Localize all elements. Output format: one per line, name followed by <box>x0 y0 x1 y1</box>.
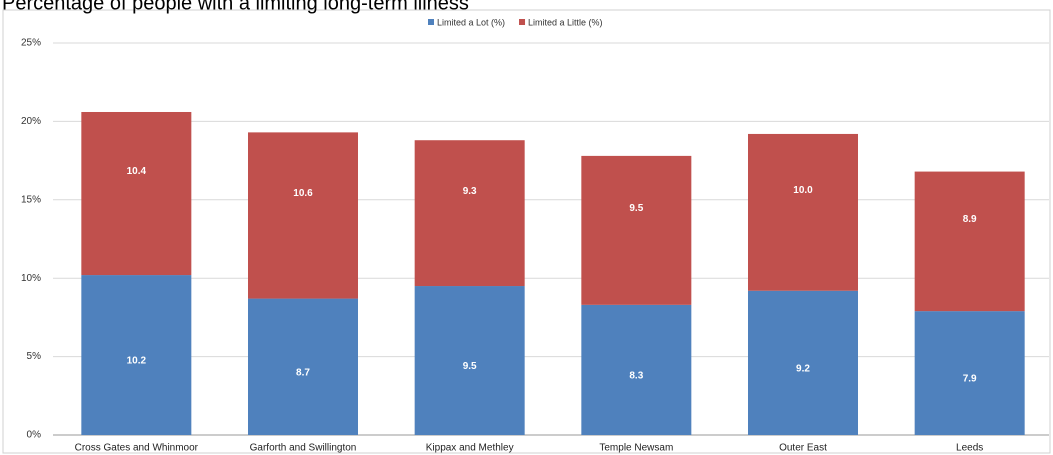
data-label: 8.9 <box>963 214 977 225</box>
bar-segment <box>748 290 858 435</box>
legend-label: Limited a Little (%) <box>528 17 603 27</box>
data-label: 9.5 <box>629 203 643 214</box>
bar-segment <box>414 140 525 287</box>
chart-title: Percentage of people with a limiting lon… <box>2 0 469 14</box>
bar-segment <box>914 311 1025 435</box>
data-label: 7.9 <box>963 374 977 385</box>
x-tick-label: Leeds <box>956 443 983 454</box>
legend-swatch <box>428 19 434 25</box>
legend-swatch <box>519 19 526 25</box>
bar-segment <box>81 111 192 276</box>
x-tick-label: Cross Gates and Whinmoor <box>75 443 199 454</box>
data-label: 9.5 <box>463 361 477 372</box>
data-label: 8.7 <box>296 367 310 378</box>
y-tick-label: 5% <box>27 351 42 362</box>
bar-segment <box>414 286 525 435</box>
y-tick-label: 25% <box>21 38 41 49</box>
bar-segment <box>748 133 858 291</box>
chart-frame <box>2 9 1051 454</box>
y-tick-label: 0% <box>27 430 42 441</box>
bar-segment <box>248 298 358 435</box>
bar-segment <box>914 171 1025 312</box>
data-label: 10.6 <box>293 188 313 199</box>
x-tick-label: Temple Newsam <box>599 443 673 454</box>
legend-label: Limited a Lot (%) <box>437 17 505 27</box>
x-tick-label: Garforth and Swillington <box>250 443 357 454</box>
data-label: 9.2 <box>796 364 810 375</box>
data-label: 10.0 <box>793 185 813 196</box>
bar-segment <box>248 132 358 299</box>
x-tick-label: Kippax and Methley <box>426 443 514 454</box>
y-tick-label: 20% <box>21 116 41 127</box>
data-label: 10.4 <box>127 166 147 177</box>
y-tick-label: 10% <box>21 273 41 284</box>
y-tick-label: 15% <box>21 194 41 205</box>
bar-segment <box>581 304 692 435</box>
data-label: 9.3 <box>463 186 477 197</box>
bar-segment <box>81 275 192 435</box>
x-tick-label: Outer East <box>779 443 827 454</box>
bar-segment <box>581 155 692 305</box>
data-label: 10.2 <box>127 356 147 367</box>
data-label: 8.3 <box>629 371 643 382</box>
